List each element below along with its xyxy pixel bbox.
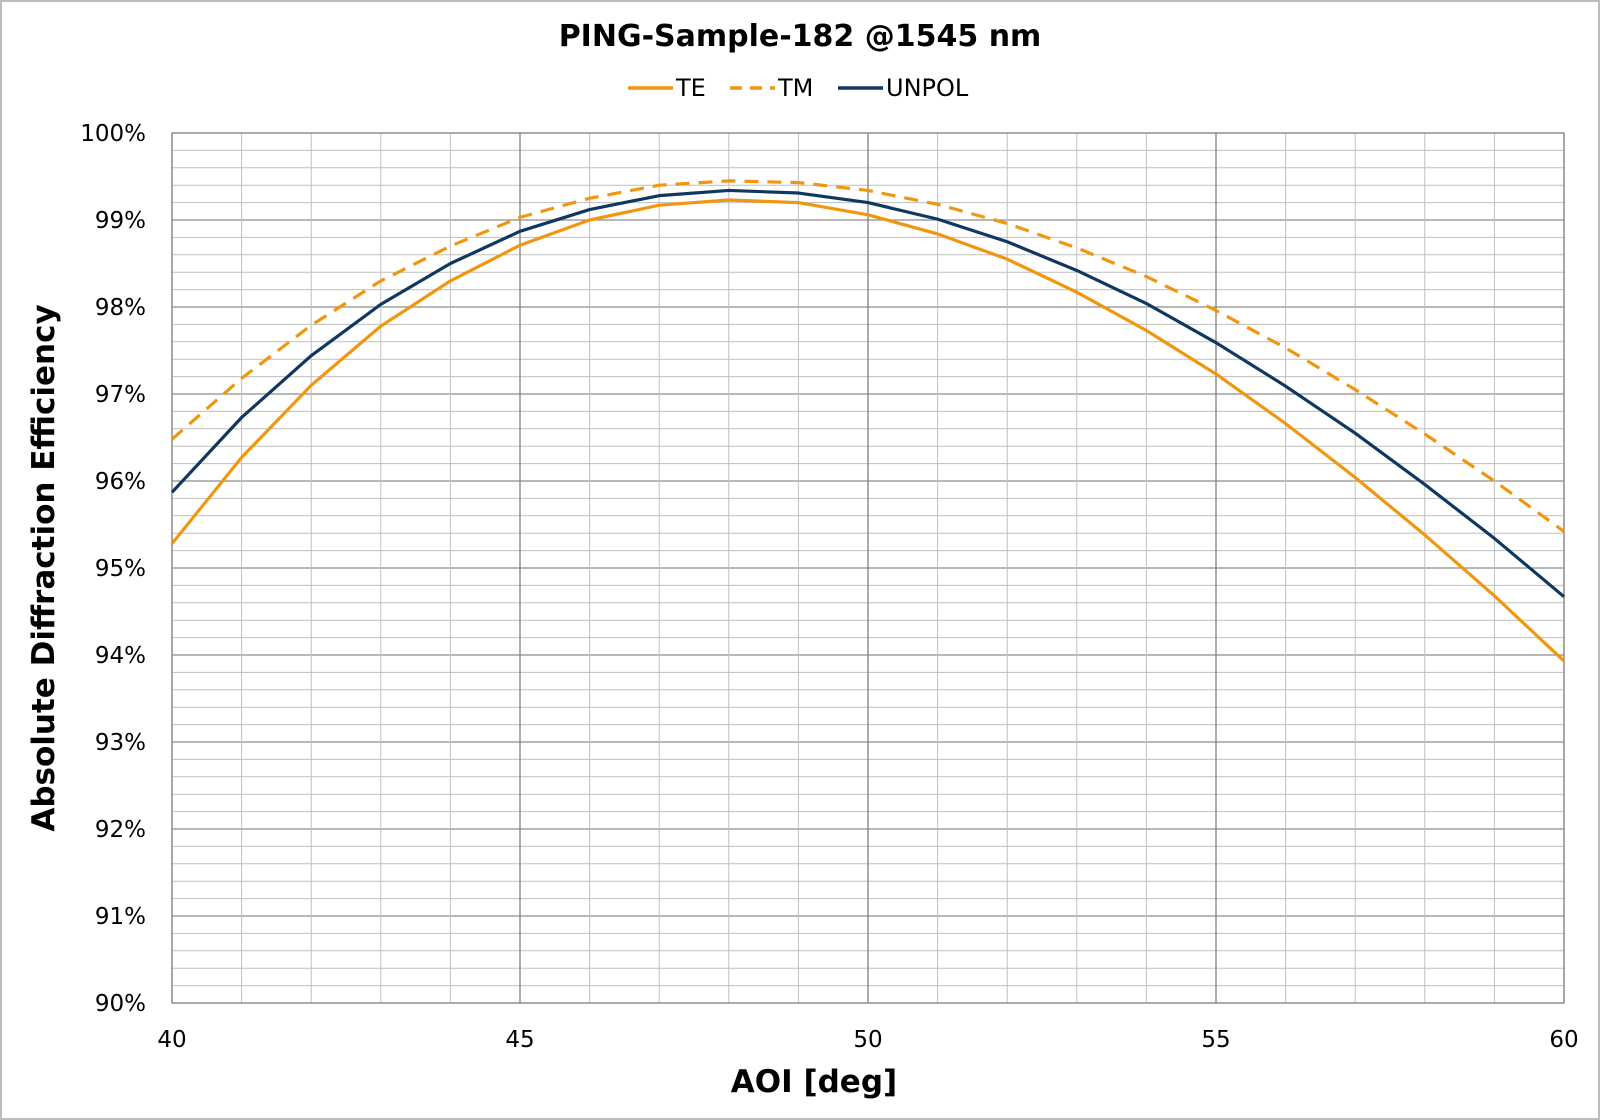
x-tick-label: 55 [1201,1027,1230,1053]
y-tick-label: 95% [95,556,146,582]
y-tick-label: 97% [95,382,146,408]
legend: TE TM UNPOL [628,74,969,102]
x-tick-label: 40 [157,1027,186,1053]
y-tick-label: 98% [95,295,146,321]
y-tick-label: 94% [95,643,146,669]
legend-label-te: TE [675,74,706,102]
x-axis-label: AOI [deg] [731,1064,897,1100]
y-tick-label: 92% [95,817,146,843]
series-layer [170,179,1566,663]
legend-label-tm: TM [777,74,813,102]
plot-frame [171,132,1565,1004]
x-tick-label: 60 [1549,1027,1578,1053]
y-tick-labels: 90% 91% 92% 93% 94% 95% 96% 97% 98% 99% 100% [80,121,146,1017]
y-tick-label: 90% [95,991,146,1017]
series-line-unpol [170,188,1566,598]
y-tick-label: 91% [95,904,146,930]
grid [171,132,1565,1004]
legend-label-unpol: UNPOL [886,74,969,102]
chart-title: PING-Sample-182 @1545 nm [559,19,1042,54]
series-line-te [170,198,1566,663]
y-tick-label: 96% [95,469,146,495]
x-tick-label: 45 [505,1027,534,1053]
x-tick-labels: 40 45 50 55 60 [157,1027,1578,1053]
y-tick-label: 99% [95,208,146,234]
plot-area-border [171,132,1565,1004]
y-tick-label: 100% [80,121,146,147]
y-axis-label: Absolute Diffraction Efficiency [26,304,62,831]
y-tick-label: 93% [95,730,146,756]
x-tick-label: 50 [853,1027,882,1053]
series-line-tm [170,179,1565,533]
